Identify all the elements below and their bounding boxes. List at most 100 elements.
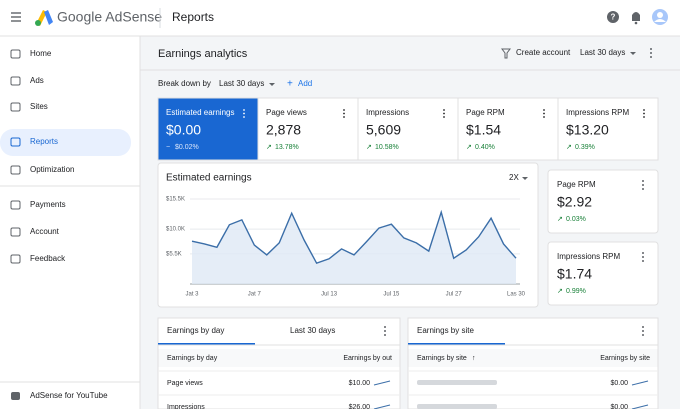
metric-value: $0.00 — [166, 122, 201, 138]
kebab-dot[interactable] — [243, 109, 245, 111]
kebab-dot[interactable] — [443, 116, 445, 118]
header-row — [408, 349, 658, 367]
metric-value: 2,878 — [266, 122, 301, 138]
kebab-dot[interactable] — [543, 112, 545, 115]
breakdown-select[interactable]: Last 30 days — [219, 79, 264, 88]
kebab-dot[interactable] — [642, 256, 644, 258]
tab[interactable]: Last 30 days — [290, 326, 335, 335]
nav-selected-bg — [0, 129, 131, 156]
kebab-dot[interactable] — [243, 116, 245, 118]
kebab-dot[interactable] — [343, 112, 345, 115]
nav-item[interactable]: Reports — [30, 137, 58, 146]
header-row — [158, 349, 400, 367]
breakdown-label: Break down by — [158, 79, 211, 88]
kebab-dot[interactable] — [642, 180, 644, 182]
metric-card[interactable] — [557, 97, 659, 161]
x-tick-label: Jul 13 — [321, 292, 338, 298]
metric-card[interactable] — [547, 241, 659, 306]
kebab-dot[interactable] — [643, 116, 645, 118]
nav-item[interactable]: Ads — [30, 76, 44, 85]
kebab-dot[interactable] — [243, 112, 245, 115]
column-header: Earnings by site — [600, 355, 650, 362]
metric-change: $0.02% — [175, 144, 199, 151]
nav-item[interactable]: Account — [30, 227, 60, 236]
kebab-dot[interactable] — [443, 109, 445, 111]
kebab-dot[interactable] — [343, 116, 345, 118]
metric-card[interactable] — [257, 97, 359, 161]
kebab-dot[interactable] — [543, 109, 545, 111]
kebab-dot[interactable] — [443, 112, 445, 115]
metric-change: 0.99% — [566, 288, 586, 295]
kebab-dot[interactable] — [643, 109, 645, 111]
cell: $0.00 — [610, 380, 628, 387]
logo — [35, 10, 53, 26]
section-title: Earnings analytics — [158, 48, 248, 60]
kebab-dot[interactable] — [384, 330, 386, 332]
nav-item[interactable]: Payments — [30, 200, 66, 209]
tab[interactable]: Earnings by site — [417, 326, 474, 335]
kebab-dot[interactable] — [642, 330, 644, 332]
menu-icon[interactable] — [11, 12, 21, 22]
brand: Google AdSense — [57, 9, 162, 25]
kebab-dot[interactable] — [642, 252, 644, 254]
metric-change: 0.39% — [575, 144, 595, 151]
nav-icon — [10, 227, 21, 237]
svg-text:?: ? — [611, 13, 616, 22]
nav-item[interactable]: Optimization — [30, 165, 74, 174]
kebab-dot[interactable] — [384, 334, 386, 336]
nav-icon — [10, 102, 21, 112]
kebab-dot[interactable] — [642, 184, 644, 186]
kebab-dot[interactable] — [643, 112, 645, 115]
y-tick-label: $10.0K — [166, 227, 185, 233]
avatar[interactable] — [652, 9, 668, 25]
metric-value: $1.74 — [557, 266, 592, 282]
metric-value: 5,609 — [366, 122, 401, 138]
zoom-select[interactable]: 2X — [509, 173, 519, 182]
nav-item[interactable]: Feedback — [30, 254, 66, 263]
kebab-dot[interactable] — [642, 260, 644, 262]
tab[interactable]: Earnings by day — [167, 326, 224, 335]
line — [191, 209, 517, 265]
sparkline — [373, 380, 391, 386]
dropdown-arrow — [269, 83, 275, 86]
filter-icon — [501, 48, 511, 59]
nav-item[interactable]: Home — [30, 49, 52, 58]
kebab[interactable] — [650, 48, 652, 58]
add-button[interactable]: Add — [298, 79, 312, 88]
range-select[interactable]: Last 30 days — [580, 48, 625, 57]
nav-icon — [10, 76, 21, 86]
kebab-dot[interactable] — [642, 326, 644, 328]
kebab-dot[interactable] — [343, 109, 345, 111]
metric-label: Impressions — [366, 108, 409, 117]
metric-card[interactable] — [357, 97, 459, 161]
metric-value: $2.92 — [557, 194, 592, 210]
nav-item[interactable]: Sites — [30, 102, 48, 111]
dropdown-arrow — [630, 52, 636, 55]
youtube-icon — [11, 392, 20, 400]
x-tick-label: Jul 27 — [446, 292, 463, 298]
nav-footer[interactable]: AdSense for YouTube — [30, 391, 108, 400]
column-header: Earnings by site — [417, 355, 467, 362]
metric-change: 10.58% — [375, 144, 399, 151]
metric-value: $1.54 — [466, 122, 501, 138]
cell: $0.00 — [610, 404, 628, 409]
column-header: Earnings by day — [167, 355, 218, 362]
metric-trend-icon: ↗ — [566, 144, 572, 151]
metric-card[interactable] — [547, 169, 659, 234]
bell-icon[interactable] — [632, 12, 640, 25]
nav-icon — [10, 137, 21, 147]
kebab-dot[interactable] — [642, 334, 644, 336]
sparkline — [631, 380, 649, 386]
metric-label: Page RPM — [466, 108, 505, 117]
metric-card[interactable] — [157, 97, 259, 161]
metric-trend-icon: ↗ — [466, 144, 472, 151]
kebab-dot[interactable] — [543, 116, 545, 118]
cell: $10.00 — [349, 380, 371, 387]
metric-trend-icon: ↗ — [557, 288, 563, 295]
y-tick-label: $5.5K — [166, 251, 182, 257]
kebab-dot[interactable] — [384, 326, 386, 328]
help-icon[interactable]: ? — [607, 11, 619, 23]
nav-icon — [10, 165, 21, 175]
kebab-dot[interactable] — [642, 188, 644, 190]
create-account[interactable]: Create account — [516, 48, 571, 57]
